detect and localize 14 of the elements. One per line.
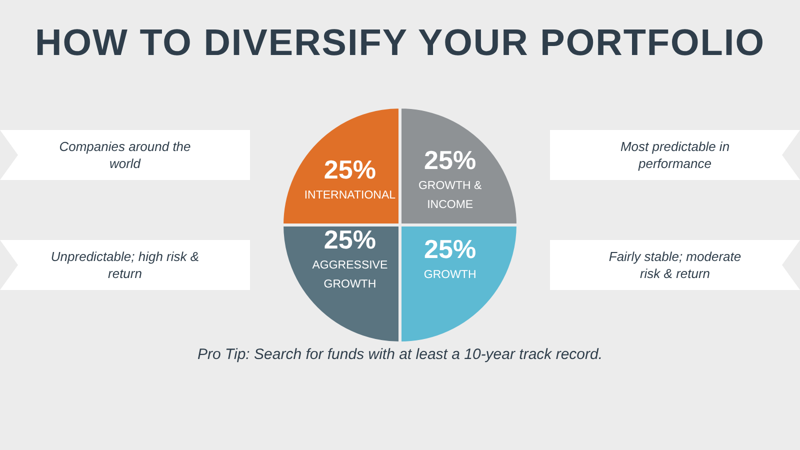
text: Most predictable in performance	[619, 138, 731, 172]
slice-label: AGGRESSIVE GROWTH	[312, 259, 388, 290]
text: Pro Tip: Search for funds with at least a 10-year track record.	[196, 346, 604, 363]
data-label: 25%	[424, 145, 476, 176]
slice-label: GROWTH & INCOME	[418, 180, 482, 212]
text: Unpredictable; high risk & return	[50, 248, 200, 282]
text: Fairly stable; moderate risk & return	[608, 248, 742, 282]
slice-label: INTERNATIONAL	[304, 190, 396, 202]
data-label: 25%	[424, 234, 476, 264]
data-label: 25%	[324, 224, 376, 254]
data-label: 25%	[324, 154, 376, 185]
chart-title: HOW TO DIVERSIFY YOUR PORTFOLIO	[34, 22, 766, 64]
slice-label: GROWTH	[424, 268, 476, 281]
text: Companies around the world	[58, 138, 192, 172]
